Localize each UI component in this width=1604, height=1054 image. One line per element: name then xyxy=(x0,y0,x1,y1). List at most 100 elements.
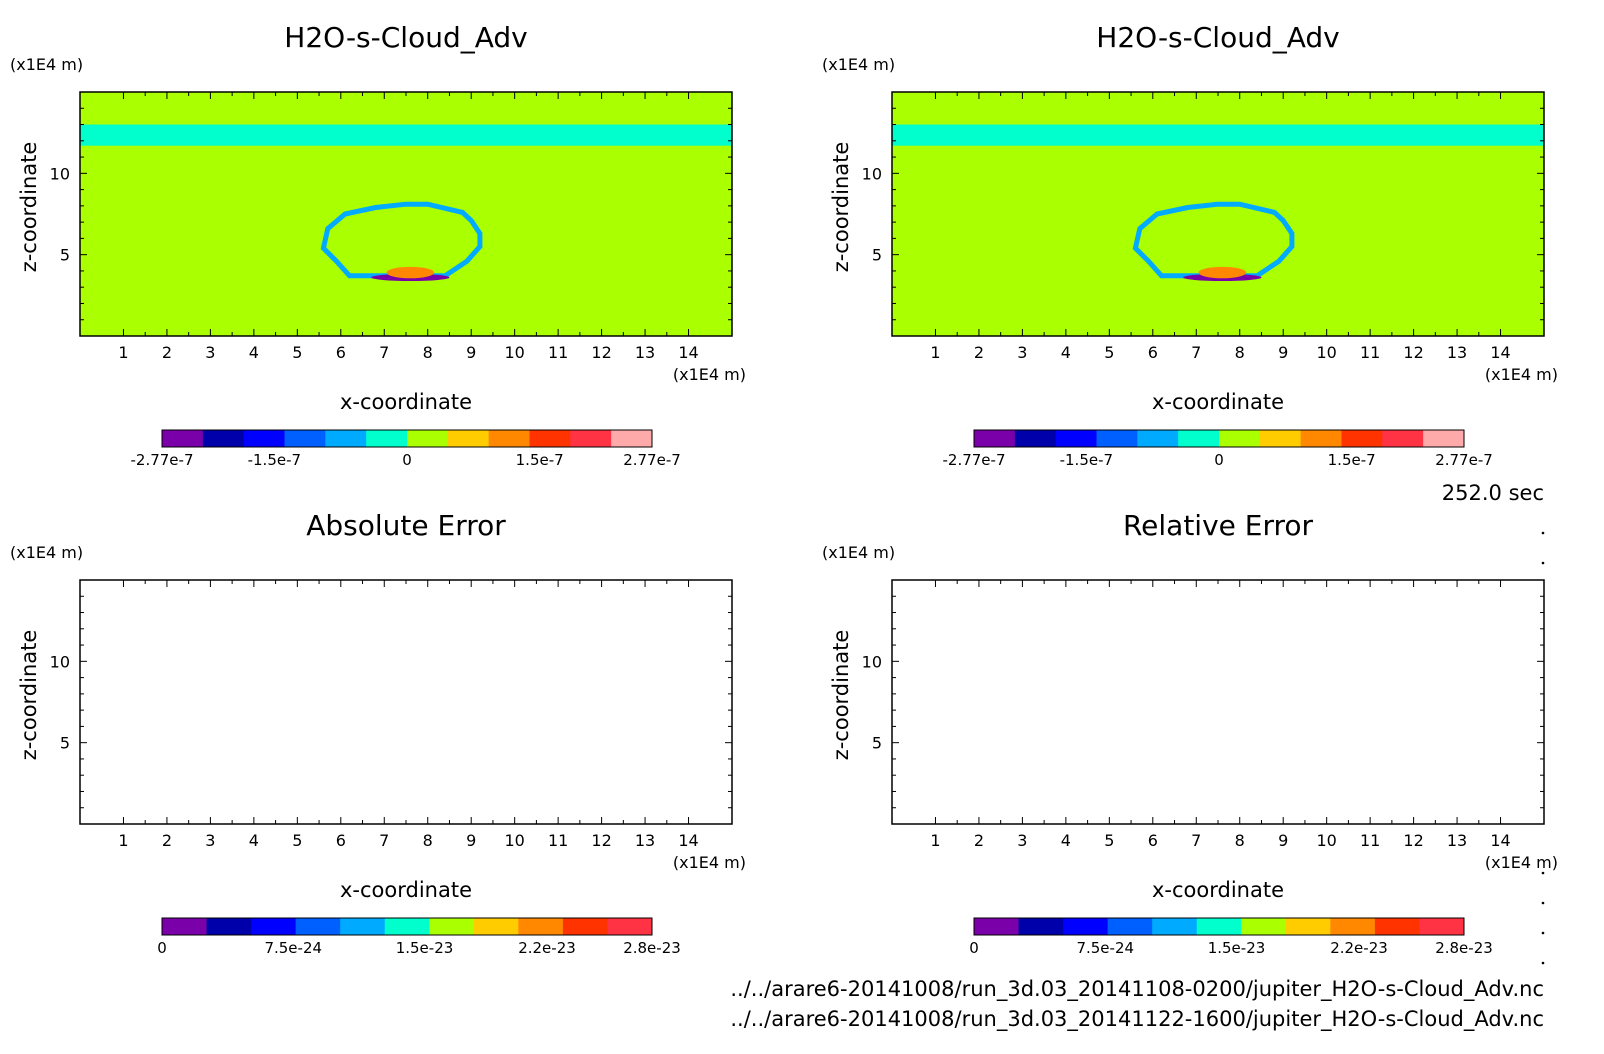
x-tick-label: 10 xyxy=(504,343,524,362)
colorbar-segment xyxy=(251,918,297,935)
x-unit-label: (x1E4 m) xyxy=(673,365,746,384)
colorbar-segment xyxy=(488,430,530,447)
x-tick-label: 5 xyxy=(292,343,302,362)
x-tick-label: 4 xyxy=(1061,343,1071,362)
x-tick-label: 9 xyxy=(466,831,476,850)
x-tick-label: 1 xyxy=(118,343,128,362)
colorbar-segment xyxy=(974,430,1016,447)
colorbar-tick-label: 0 xyxy=(157,939,167,957)
colorbar-segment xyxy=(202,430,245,447)
colorbar-frame xyxy=(161,917,653,936)
colorbar-segment xyxy=(1330,918,1376,935)
colorbar-segment xyxy=(366,430,408,447)
y-tick-label: 10 xyxy=(862,164,882,183)
y-unit-label: (x1E4 m) xyxy=(822,55,895,74)
colorbar-frame xyxy=(973,917,1465,936)
colorbar-tick-label: -2.77e-7 xyxy=(131,451,194,469)
colorbar-segment xyxy=(1196,918,1242,935)
x-tick-label: 7 xyxy=(379,343,389,362)
x-tick-label: 11 xyxy=(1360,831,1380,850)
x-tick-label: 3 xyxy=(205,343,215,362)
colorbar-segment xyxy=(562,918,608,935)
colorbar-segment xyxy=(1063,918,1109,935)
y-tick-label: 5 xyxy=(872,734,882,753)
x-tick-label: 14 xyxy=(1490,831,1510,850)
y-tick-label: 10 xyxy=(50,652,70,671)
panel-title: Absolute Error xyxy=(306,509,506,542)
x-tick-label: 9 xyxy=(1278,831,1288,850)
x-tick-label: 9 xyxy=(466,343,476,362)
y-tick-label: 5 xyxy=(60,246,70,265)
colorbar: 0 7.5e-24 1.5e-23 2.2e-23 2.8e-23 xyxy=(157,917,681,957)
x-tick-label: 1 xyxy=(118,831,128,850)
colorbar-tick-label: 0 xyxy=(402,451,412,469)
positive-blob xyxy=(1198,266,1247,279)
x-tick-label: 13 xyxy=(635,343,655,362)
x-tick-label: 6 xyxy=(336,831,346,850)
stray-dots xyxy=(1541,531,1545,965)
x-tick-label: 10 xyxy=(1316,343,1336,362)
colorbar-tick-label: 2.8e-23 xyxy=(1435,939,1493,957)
x-tick-label: 8 xyxy=(423,343,433,362)
colorbar-segment xyxy=(607,918,653,935)
x-axis-label: x-coordinate xyxy=(1152,390,1284,414)
colorbar-tick-label: 7.5e-24 xyxy=(1076,939,1134,957)
colorbar-segment xyxy=(340,918,386,935)
colorbar-segment xyxy=(1374,918,1420,935)
colorbar-tick-label: 2.77e-7 xyxy=(1435,451,1493,469)
x-tick-label: 11 xyxy=(1360,343,1380,362)
plot-frame xyxy=(79,579,733,825)
x-tick-label: 10 xyxy=(504,831,524,850)
y-axis-label: z-coordinate xyxy=(829,142,853,273)
cloud-band xyxy=(892,124,1544,146)
colorbar-tick-label: -1.5e-7 xyxy=(1060,451,1113,469)
x-tick-label: 7 xyxy=(379,831,389,850)
x-tick-label: 1 xyxy=(930,831,940,850)
x-tick-label: 5 xyxy=(1104,831,1114,850)
x-tick-label: 5 xyxy=(1104,343,1114,362)
colorbar-segment xyxy=(1419,918,1465,935)
colorbar-segment xyxy=(518,918,564,935)
colorbar-tick-label: 2.8e-23 xyxy=(623,939,681,957)
x-tick-label: 11 xyxy=(548,343,568,362)
x-tick-label: 12 xyxy=(591,831,611,850)
y-tick-label: 5 xyxy=(872,246,882,265)
y-axis-label: z-coordinate xyxy=(17,142,41,273)
colorbar-segment xyxy=(473,918,519,935)
colorbar-segment xyxy=(243,430,285,447)
x-tick-label: 6 xyxy=(336,343,346,362)
y-axis-label: z-coordinate xyxy=(17,630,41,761)
colorbar-tick-label: -1.5e-7 xyxy=(248,451,301,469)
colorbar-frame xyxy=(161,429,653,448)
x-tick-label: 8 xyxy=(1235,343,1245,362)
x-tick-label: 6 xyxy=(1148,831,1158,850)
colorbar-segment xyxy=(325,430,367,447)
colorbar-segment xyxy=(1259,430,1302,447)
colorbar-segment xyxy=(162,430,204,447)
x-tick-label: 3 xyxy=(1017,343,1027,362)
x-tick-label: 3 xyxy=(205,831,215,850)
colorbar-segment xyxy=(1055,430,1097,447)
colorbar-segment xyxy=(611,430,653,447)
x-tick-label: 13 xyxy=(635,831,655,850)
colorbar-tick-label: 1.5e-7 xyxy=(1328,451,1376,469)
panel-title: Relative Error xyxy=(1123,509,1314,542)
colorbar-segment xyxy=(1137,430,1179,447)
x-tick-label: 7 xyxy=(1191,831,1201,850)
colorbar-tick-label: 1.5e-23 xyxy=(1208,939,1266,957)
x-unit-label: (x1E4 m) xyxy=(1485,365,1558,384)
colorbar-segment xyxy=(1341,430,1383,447)
field-layer xyxy=(80,92,732,336)
colorbar-tick-label: 0 xyxy=(969,939,979,957)
footer-file-1: ../../arare6-20141008/run_3d.03_20141108… xyxy=(730,977,1544,1002)
x-tick-label: 8 xyxy=(1235,831,1245,850)
x-tick-label: 2 xyxy=(974,343,984,362)
x-tick-label: 6 xyxy=(1148,343,1158,362)
x-tick-label: 4 xyxy=(1061,831,1071,850)
x-tick-label: 14 xyxy=(1490,343,1510,362)
y-unit-label: (x1E4 m) xyxy=(822,543,895,562)
colorbar-segment xyxy=(1096,430,1138,447)
colorbar-segment xyxy=(1219,430,1261,447)
plot-frame xyxy=(891,579,1545,825)
x-unit-label: (x1E4 m) xyxy=(1485,853,1558,872)
